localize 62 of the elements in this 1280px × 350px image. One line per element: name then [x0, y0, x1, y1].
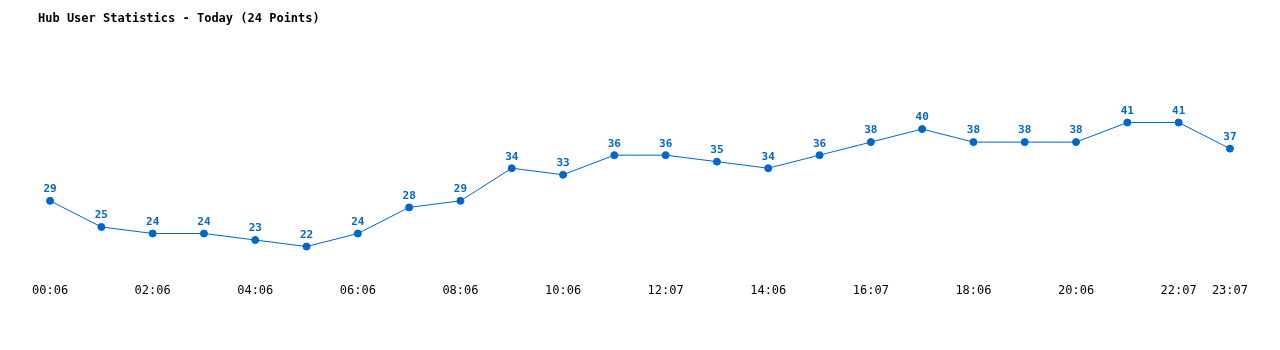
point [610, 151, 619, 160]
data-label: 41 [1120, 103, 1135, 117]
data-label: 38 [966, 123, 981, 137]
data-label: 36 [607, 136, 622, 150]
point [1174, 118, 1183, 127]
data-label: 38 [1018, 123, 1032, 137]
point [353, 229, 362, 238]
point [302, 242, 311, 251]
point [507, 164, 516, 173]
data-label: 40 [915, 110, 929, 124]
chart-title: Hub User Statistics - Today (24 Points) [38, 11, 320, 26]
point [1072, 138, 1081, 147]
data-label: 24 [146, 214, 160, 228]
x-tick-label: 22:07 [1160, 282, 1197, 297]
point [199, 229, 208, 238]
x-tick-label: 10:06 [544, 282, 582, 297]
data-label: 38 [864, 123, 878, 137]
data-label: 28 [402, 188, 416, 202]
data-label: 36 [812, 136, 827, 150]
x-tick-label: 08:06 [442, 282, 479, 297]
x-tick-label: 14:06 [750, 282, 787, 297]
data-label: 23 [248, 221, 262, 235]
point [559, 170, 568, 179]
point [46, 196, 55, 205]
data-label: 36 [659, 136, 673, 150]
point [1123, 118, 1132, 127]
point [1020, 138, 1029, 147]
point [251, 236, 260, 245]
x-tick-label: 00:06 [32, 282, 69, 297]
data-label: 34 [761, 149, 776, 163]
point [405, 203, 414, 212]
data-label: 24 [197, 214, 211, 228]
data-label: 29 [453, 182, 468, 196]
x-tick-label: 18:06 [955, 282, 992, 297]
point [764, 164, 773, 173]
data-label: 33 [556, 156, 570, 170]
data-label: 29 [43, 182, 57, 196]
point [456, 196, 465, 205]
point [969, 138, 978, 147]
point [661, 151, 670, 160]
data-label: 38 [1069, 123, 1083, 137]
point [97, 222, 106, 231]
data-label: 37 [1223, 129, 1237, 143]
point [712, 157, 721, 166]
point [866, 138, 875, 147]
data-label: 24 [351, 214, 365, 228]
x-tick-label: 16:07 [852, 282, 889, 297]
x-tick-label: 20:06 [1057, 282, 1095, 297]
x-tick-label: 02:06 [134, 282, 171, 297]
data-label: 34 [505, 149, 519, 163]
point [918, 125, 927, 134]
data-label: 41 [1172, 103, 1186, 117]
x-tick-label: 04:06 [237, 282, 274, 297]
data-label: 22 [299, 227, 314, 241]
x-tick-label: 12:07 [647, 282, 684, 297]
point [148, 229, 157, 238]
point [815, 151, 824, 160]
x-tick-label: 23:07 [1211, 282, 1248, 297]
point [1225, 144, 1234, 153]
data-label: 35 [710, 143, 724, 157]
data-label: 25 [94, 208, 108, 222]
x-tick-label: 06:06 [339, 282, 376, 297]
